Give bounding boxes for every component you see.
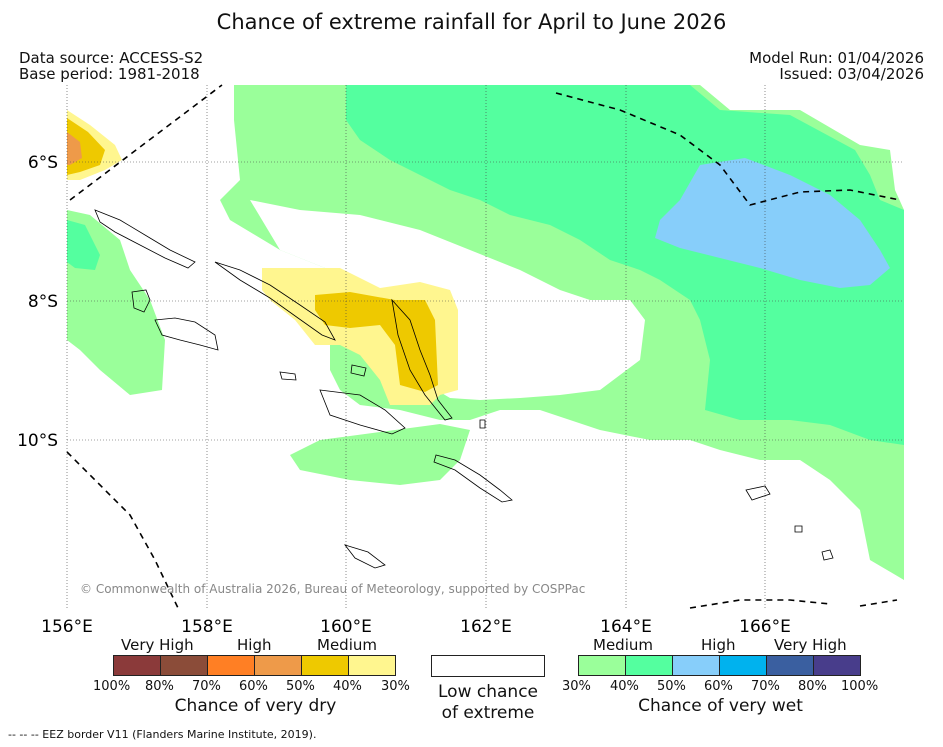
- map-area: [67, 85, 904, 580]
- dry-swatch-60: [254, 655, 302, 676]
- eez-borders: [66, 84, 901, 609]
- dry-tick: 100%: [93, 679, 131, 694]
- lon-label-156e: 156°E: [41, 617, 93, 637]
- data-source: Data source: ACCESS-S2: [19, 49, 204, 67]
- dry-swatch-70: [207, 655, 255, 676]
- dry-swatch-50: [301, 655, 349, 676]
- low-chance-caption: Low chance of extreme: [420, 682, 556, 724]
- wet-tick: 40%: [610, 679, 639, 694]
- wet-swatch-40: [625, 655, 673, 676]
- wet-heading-high: High: [701, 636, 736, 654]
- wet-ticks: 30% 40% 50% 60% 70% 80% 100%: [562, 679, 887, 695]
- lon-label-160e: 160°E: [320, 617, 372, 637]
- lon-label-158e: 158°E: [181, 617, 233, 637]
- model-run: Model Run: 01/04/2026: [749, 49, 924, 67]
- islands: [94, 209, 834, 569]
- dry-colorbar: [113, 655, 398, 677]
- dry-caption: Chance of very dry: [174, 696, 337, 716]
- dry-swatch-100: [113, 655, 161, 676]
- wet-tick: 60%: [704, 679, 733, 694]
- dry-tick: 70%: [192, 679, 221, 694]
- lon-label-166e: 166°E: [739, 617, 791, 637]
- dry-tick: 30%: [381, 679, 410, 694]
- lat-label-8s: 8°S: [28, 292, 58, 312]
- wet-tick: 70%: [751, 679, 780, 694]
- dry-tick: 60%: [239, 679, 268, 694]
- meta-right: Model Run: 01/04/2026 Issued: 03/04/2026: [749, 50, 924, 82]
- wet-swatch-60: [719, 655, 767, 676]
- wet-swatch-70: [766, 655, 814, 676]
- wet-swatch-80: [813, 655, 861, 676]
- wet-30-region-south: [290, 424, 470, 485]
- lon-label-164e: 164°E: [600, 617, 652, 637]
- dry-heading-high: High: [237, 636, 272, 654]
- wet-heading-very-high: Very High: [774, 636, 847, 654]
- wet-swatch-50: [672, 655, 720, 676]
- eez-footnote: -- -- -- EEZ border V11 (Flanders Marine…: [8, 728, 317, 741]
- wet-tick: 50%: [657, 679, 686, 694]
- low-caption-line2: of extreme: [441, 703, 535, 723]
- longitude-labels: 156°E 158°E 160°E 162°E 164°E 166°E: [41, 617, 791, 637]
- dry-heading-very-high: Very High: [121, 636, 194, 654]
- map-title: Chance of extreme rainfall for April to …: [216, 10, 727, 34]
- wet-tick: 30%: [562, 679, 591, 694]
- wet-caption: Chance of very wet: [638, 696, 803, 716]
- low-caption-line1: Low chance: [438, 682, 538, 702]
- wet-legend-headings: Medium High Very High: [578, 636, 863, 656]
- dry-high-region-nw: [67, 132, 82, 165]
- wet-tick: 100%: [841, 679, 879, 694]
- dry-swatch-80: [160, 655, 208, 676]
- meta-left: Data source: ACCESS-S2 Base period: 1981…: [19, 50, 203, 82]
- latitude-labels: 6°S 8°S 10°S: [17, 153, 58, 451]
- dry-tick: 40%: [333, 679, 362, 694]
- lat-label-6s: 6°S: [28, 153, 58, 173]
- lon-label-162e: 162°E: [460, 617, 512, 637]
- dry-tick: 50%: [286, 679, 315, 694]
- dry-swatch-40: [348, 655, 396, 676]
- wet-swatch-30: [578, 655, 626, 676]
- wet-heading-medium: Medium: [593, 636, 653, 654]
- dry-heading-medium: Medium: [317, 636, 377, 654]
- copyright-notice: © Commonwealth of Australia 2026, Bureau…: [80, 582, 586, 596]
- dry-ticks: 100% 80% 70% 60% 50% 40% 30%: [93, 679, 418, 695]
- graticule: [66, 85, 904, 608]
- wet-tick: 80%: [798, 679, 827, 694]
- lat-label-10s: 10°S: [17, 431, 58, 451]
- issued-date: Issued: 03/04/2026: [779, 65, 924, 83]
- wet-40-region-west: [67, 220, 100, 270]
- wet-colorbar: [578, 655, 863, 677]
- low-chance-swatch: [431, 655, 545, 677]
- wet-50-region: [655, 158, 890, 288]
- base-period: Base period: 1981-2018: [19, 65, 200, 83]
- dry-tick: 80%: [145, 679, 174, 694]
- dry-legend-headings: Very High High Medium: [113, 636, 398, 656]
